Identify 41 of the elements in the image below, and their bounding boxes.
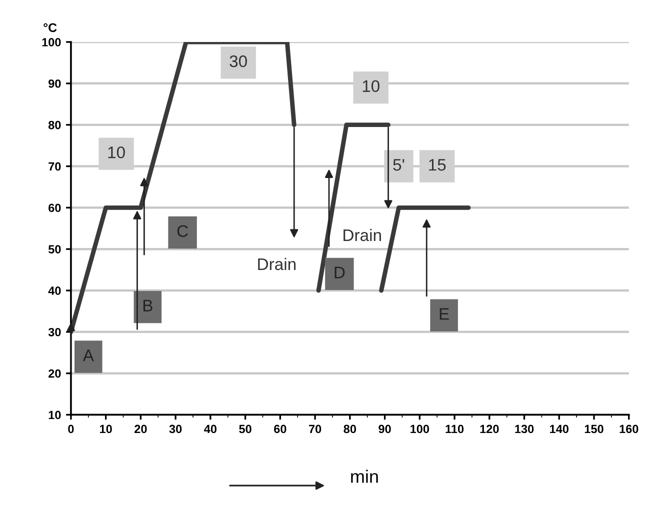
x-tick-label: 0 — [68, 424, 74, 434]
x-tick-label: 110 — [446, 424, 464, 434]
annotation: 10 — [108, 146, 125, 158]
y-tick-label: 40 — [48, 286, 61, 295]
y-tick-label: 70 — [48, 162, 61, 171]
y-tick-label: 80 — [48, 120, 61, 130]
y-tick-label: 10 — [48, 410, 61, 420]
y-tick-label: 60 — [48, 204, 61, 212]
annotation: E — [440, 308, 449, 320]
y-tick-label: 100 — [42, 38, 61, 46]
x-tick-label: 150 — [584, 424, 604, 434]
y-tick-label: 90 — [48, 79, 61, 88]
annotation: 15 — [429, 159, 446, 171]
annotation: B — [143, 300, 152, 312]
y-axis-title: °C — [44, 23, 57, 32]
x-tick-label: 100 — [410, 424, 430, 434]
x-tick-label: 90 — [378, 424, 391, 434]
x-tick-label: 130 — [515, 424, 534, 434]
annotation: 30 — [230, 55, 247, 68]
x-axis-title: min — [351, 470, 378, 483]
annotation: Drain — [344, 228, 381, 242]
x-tick-label: 10 — [100, 424, 112, 434]
x-tick-label: 40 — [204, 424, 217, 434]
x-tick-label: 50 — [239, 424, 252, 434]
y-tick-label: 20 — [48, 369, 61, 378]
annotation: C — [177, 225, 188, 237]
y-tick-label: 50 — [48, 245, 61, 254]
x-tick-label: 70 — [308, 424, 322, 434]
x-tick-label: 60 — [274, 424, 286, 434]
x-tick-label: 160 — [620, 424, 638, 434]
y-tick-label: 30 — [48, 328, 61, 336]
annotation: Drain — [258, 258, 296, 270]
x-tick-label: 140 — [550, 424, 568, 434]
x-tick-label: 80 — [344, 424, 356, 434]
annotation: 5' — [393, 159, 404, 171]
annotation: A — [82, 350, 94, 362]
annotation: 10 — [362, 80, 380, 92]
x-tick-label: 120 — [480, 424, 499, 434]
annotation: D — [334, 266, 345, 278]
x-tick-label: 30 — [169, 424, 182, 434]
x-tick-label: 20 — [134, 424, 147, 434]
